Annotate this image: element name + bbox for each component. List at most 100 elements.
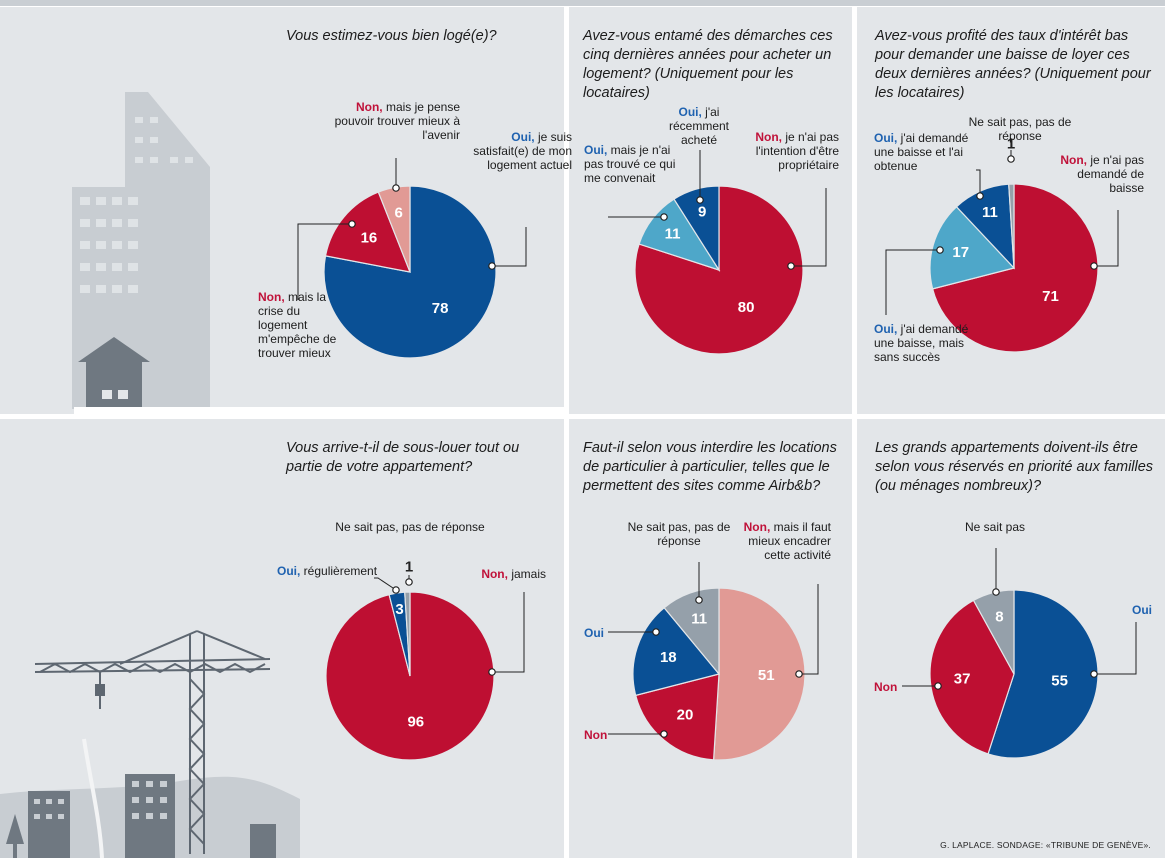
question-title: Vous arrive-t-il de sous-louer tout ou p… <box>286 440 520 475</box>
pie-slice-11 <box>663 587 720 676</box>
slice-label-text: mais je pense pouvoir trouver mieux à l'… <box>334 100 460 142</box>
slice-value-label: 51 <box>758 667 775 684</box>
panel-airbnb: Faut-il selon vous interdire les locatio… <box>569 419 852 858</box>
pie-slice-16 <box>324 191 411 273</box>
slice-text-label: Oui, mais je n'ai pas trouvé ce qui me c… <box>584 143 684 185</box>
slice-value-label: 55 <box>1051 673 1068 690</box>
slice-label-text: je n'ai pas l'intention d'être propriéta… <box>755 130 839 172</box>
leader-dot <box>652 628 660 636</box>
slice-label-text: je n'ai pas demandé de baisse <box>1077 153 1144 195</box>
leader-dot <box>660 213 668 221</box>
leader-dot <box>795 670 803 678</box>
pie-chart: 96 3 1 <box>325 559 525 761</box>
slice-text-label: Ne sait pas, pas de réponse <box>965 115 1075 143</box>
slice-text-label: Oui, j'ai demandé une baisse et l'ai obt… <box>874 131 984 173</box>
panel-bien-loge: Vous estimez-vous bien logé(e)? <box>0 7 564 414</box>
leader-dot <box>1007 155 1015 163</box>
slice-value-label: 78 <box>432 300 449 317</box>
leader-line <box>492 227 527 267</box>
crane-icon <box>34 630 271 854</box>
top-rule <box>0 0 1165 6</box>
slice-label-text: mais la crise du logement m'empêche de t… <box>258 290 337 360</box>
leader-dot <box>1090 670 1098 678</box>
leader-dot <box>348 220 356 228</box>
slice-text-label: Non, jamais <box>476 567 546 581</box>
slice-label-text: j'ai récemment acheté <box>668 105 730 147</box>
slice-label-key: Oui, <box>511 130 535 144</box>
slice-label-text: Ne sait pas, pas de réponse <box>968 115 1072 143</box>
question-title: Avez-vous profité des taux d'intérêt bas… <box>875 28 1151 101</box>
slice-value-label: 1 <box>1007 136 1015 153</box>
building <box>250 824 276 858</box>
pie-slice-17 <box>929 205 1016 290</box>
leader-dot <box>934 682 942 690</box>
pie-slice-20 <box>634 673 720 761</box>
slice-text-label: Oui, je suis satisfait(e) de mon logemen… <box>472 130 572 172</box>
pie-slice-1 <box>404 591 411 677</box>
slice-text-label: Ne sait pas, pas de réponse <box>330 520 490 534</box>
slice-label-text: Ne sait pas, pas de réponse <box>335 520 485 534</box>
pie-slice-37 <box>929 599 1015 755</box>
leader-line <box>1094 622 1137 675</box>
slice-text-label: Non, je n'ai pas l'intention d'être prop… <box>735 130 839 172</box>
pie-slice-78 <box>323 185 497 359</box>
slice-value-label: 11 <box>691 610 707 627</box>
slice-value-label: 18 <box>660 649 677 666</box>
leader-dot <box>392 184 400 192</box>
question-title: Faut-il selon vous interdire les locatio… <box>583 440 837 494</box>
slice-value-label: 71 <box>1042 288 1059 305</box>
slice-label-text: mais je n'ai pas trouvé ce qui me conven… <box>584 143 676 185</box>
leader-dot <box>488 668 496 676</box>
panel-sous-louer: Vous arrive-t-il de sous-louer tout ou p… <box>0 419 564 858</box>
crane-illustration <box>0 630 300 858</box>
slice-label-text: Ne sait pas <box>964 520 1026 534</box>
slice-label-key: Non, <box>755 130 782 144</box>
leader-dot <box>405 578 413 586</box>
slice-label-key: Oui, <box>584 143 608 157</box>
leader-line <box>1094 210 1119 267</box>
slice-label-key: Oui, <box>874 322 898 336</box>
leader-line <box>492 592 525 673</box>
leader-line <box>885 249 940 315</box>
pie-chart: 78 16 6 <box>297 158 527 359</box>
leader-line <box>799 584 819 675</box>
slice-label-key: Non <box>874 680 898 694</box>
slice-label-text: j'ai demandé une baisse et l'ai obtenue <box>874 131 969 173</box>
slice-value-label: 9 <box>698 203 706 220</box>
slice-value-label: 8 <box>995 609 1003 626</box>
leader-dot <box>488 262 496 270</box>
slice-value-label: 11 <box>982 204 998 221</box>
slice-value-label: 17 <box>952 244 969 261</box>
pie-chart: 51 20 18 11 <box>608 562 819 761</box>
leader-dot <box>936 246 944 254</box>
slice-text-label: Non <box>874 680 914 694</box>
leader-dot <box>787 262 795 270</box>
leader-dot <box>392 586 400 594</box>
slice-text-label: Ne sait pas <box>940 520 1050 534</box>
house-icon <box>78 337 150 410</box>
slice-label-key: Oui, <box>874 131 898 145</box>
tree-icon <box>6 814 24 844</box>
panel-grands-appartements: Les grands appartements doivent-ils être… <box>857 419 1165 858</box>
slice-text-label: Oui, j'ai récemment acheté <box>654 105 744 147</box>
pie-slice-9 <box>673 185 720 273</box>
slice-text-label: Non, mais la crise du logement m'empêche… <box>258 290 348 360</box>
city-illustration-top <box>72 92 564 414</box>
slice-value-label: 3 <box>395 601 403 618</box>
slice-text-label: Non <box>584 728 624 742</box>
question-title: Vous estimez-vous bien logé(e)? <box>286 28 497 44</box>
question-title: Les grands appartements doivent-ils être… <box>875 440 1154 494</box>
leader-line <box>297 223 352 300</box>
slice-value-label: 11 <box>665 225 681 242</box>
slice-label-text: j'ai demandé une baisse, mais sans succè… <box>874 322 969 364</box>
slice-label-text: jamais <box>507 567 546 581</box>
leader-dot <box>696 196 704 204</box>
leader-line <box>976 169 981 196</box>
slice-text-label: Oui, j'ai demandé une baisse, mais sans … <box>874 322 984 364</box>
credit-line: G. LAPLACE. SONDAGE: «TRIBUNE DE GENÈVE»… <box>940 840 1151 850</box>
slice-value-label: 16 <box>361 230 378 247</box>
slice-text-label: Oui <box>1112 603 1152 617</box>
